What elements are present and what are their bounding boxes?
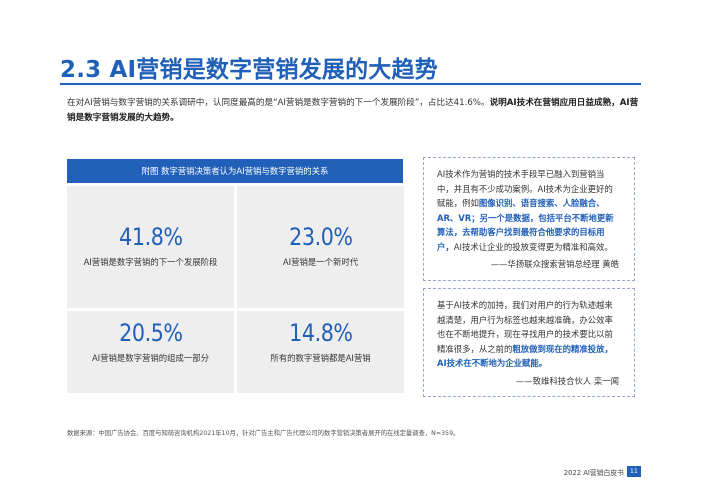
stat-label: AI营销是数字营销的组成一部分 [91, 353, 210, 363]
quote-text-plain-end: AI技术让企业的投放变得更为精准和高效。 [453, 241, 613, 252]
stat-value: 14.8% [288, 319, 353, 347]
quote-text: 基于AI技术的加持，我们对用户的行为轨迹越来越清楚，用户行为标签也越来越准确，办… [437, 298, 621, 371]
quote-box-2: 基于AI技术的加持，我们对用户的行为轨迹越来越清楚，用户行为标签也越来越准确，办… [423, 288, 635, 397]
quote-signature: ——致维科技合伙人 栾一闻 [515, 375, 619, 386]
quote-text-plain: 基于AI技术的加持，我们对用户的行为轨迹越来越清楚，用户行为标签也越来越准确，办… [437, 300, 613, 354]
stat-box-1: 41.8% AI营销是数字营销的下一个发展阶段 [67, 186, 234, 308]
stat-value: 41.8% [118, 223, 183, 251]
footer-label: 2022 AI营销白皮书 [563, 468, 624, 477]
quote-text: AI技术作为营销的技术手段早已融入到营销当中，并且有不少成功案例。AI技术为企业… [437, 167, 621, 254]
stat-label: 所有的数字营销都是AI营销 [270, 353, 371, 363]
stat-value: 20.5% [118, 319, 183, 347]
quote-text-highlight: 图像识别、语音搜索、人脸融合、AR、VR；另一个是数据，包括平台不断地更新算法，… [437, 198, 614, 252]
title-underline [60, 83, 641, 85]
intro-paragraph: 在对AI营销与数字营销的关系调研中，认同度最高的是“AI营销是数字营销的下一个发… [67, 96, 645, 126]
quote-box-1: AI技术作为营销的技术手段早已融入到营销当中，并且有不少成功案例。AI技术为企业… [423, 157, 635, 281]
page-number: 11 [626, 466, 641, 477]
page-footer: 2022 AI营销白皮书 11 [564, 466, 641, 477]
quote-text-highlight: 粗放做到现在的精准投放，AI技术在不断地为企业赋能。 [437, 343, 613, 369]
intro-bold-text: 说明AI技术在营销应用日益成熟，AI营销是数字营销发展的大趋势。 [67, 98, 639, 123]
stat-label: AI营销是一个新时代 [282, 257, 359, 267]
stat-box-3: 20.5% AI营销是数字营销的组成一部分 [67, 311, 234, 393]
stat-label: AI营销是数字营销的下一个发展阶段 [83, 257, 218, 267]
quote-text-plain: AI技术作为营销的技术手段早已融入到营销当中，并且有不少成功案例。AI技术为企业… [437, 169, 613, 208]
stat-box-4: 14.8% 所有的数字营销都是AI营销 [237, 311, 404, 393]
stat-box-2: 23.0% AI营销是一个新时代 [237, 186, 404, 308]
intro-text: 在对AI营销与数字营销的关系调研中，认同度最高的是“AI营销是数字营销的下一个发… [67, 98, 490, 108]
quote-signature: ——华扬联众搜索营销总经理 黄皓 [490, 259, 619, 269]
page-title: 2.3 AI营销是数字营销发展的大趋势 [60, 57, 438, 83]
figure-header: 附图 数字营销决策者认为AI营销与数字营销的关系 [67, 159, 403, 183]
stat-value: 23.0% [288, 223, 353, 251]
data-source-note: 数据来源：中国广告协会、百度与知萌咨询机构2021年10月，针对广告主和广告代理… [67, 430, 460, 437]
